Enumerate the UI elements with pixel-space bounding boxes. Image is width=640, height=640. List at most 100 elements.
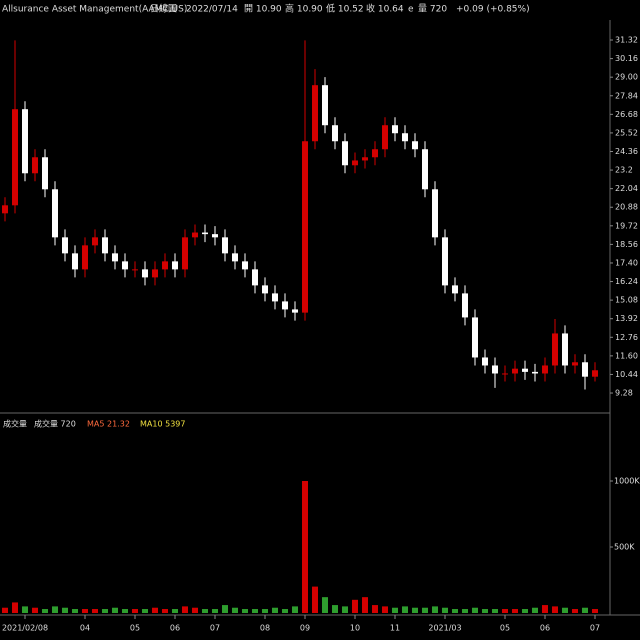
candle-body bbox=[452, 285, 458, 294]
volume-bar bbox=[432, 606, 438, 613]
y-tick-label: 500K bbox=[614, 543, 635, 552]
volume-bar bbox=[472, 607, 478, 613]
candle-body bbox=[12, 109, 18, 206]
x-tick-label: 2021/03 bbox=[428, 624, 461, 633]
volume-bar bbox=[542, 605, 548, 613]
volume-bar bbox=[412, 607, 418, 613]
ma5-legend: MA5 21.32 bbox=[87, 420, 130, 429]
volume-bar bbox=[292, 606, 298, 613]
volume-bar bbox=[482, 609, 488, 613]
candle-body bbox=[222, 237, 228, 254]
candle-body bbox=[402, 133, 408, 142]
y-tick-label: 13.92 bbox=[615, 314, 638, 323]
close: 收 10.64 bbox=[366, 3, 404, 15]
candle-body bbox=[62, 237, 68, 254]
candle-body bbox=[102, 237, 108, 254]
volume-bar bbox=[172, 609, 178, 613]
volume-bar bbox=[582, 607, 588, 613]
candle-body bbox=[422, 149, 428, 190]
volume-bar bbox=[32, 607, 38, 613]
candle-body bbox=[562, 333, 568, 366]
volume-bar bbox=[572, 609, 578, 613]
volume-bar bbox=[452, 609, 458, 613]
candle-body bbox=[322, 85, 328, 126]
y-tick-label: 1000K bbox=[614, 477, 640, 486]
candle-body bbox=[212, 234, 218, 238]
candle-body bbox=[492, 365, 498, 374]
volume-bar bbox=[102, 609, 108, 613]
high: 高 10.90 bbox=[285, 3, 323, 15]
volume-bar bbox=[522, 609, 528, 613]
volume-bar bbox=[312, 586, 318, 613]
volume-bar bbox=[62, 607, 68, 613]
candle-body bbox=[382, 125, 388, 150]
candle-body bbox=[162, 261, 168, 270]
y-tick-label: 17.40 bbox=[615, 258, 638, 267]
candle-body bbox=[582, 362, 588, 377]
volume-bar bbox=[232, 607, 238, 613]
candle-body bbox=[272, 293, 278, 302]
period: 日線圖 bbox=[150, 3, 177, 15]
y-tick-label: 27.84 bbox=[615, 91, 638, 100]
candle-body bbox=[442, 237, 448, 286]
volume-bar bbox=[52, 606, 58, 613]
candle-body bbox=[522, 368, 528, 372]
x-tick-label: 2021/02/08 bbox=[2, 624, 48, 633]
volume-bar bbox=[552, 606, 558, 613]
volume-bar bbox=[222, 605, 228, 613]
candle-body bbox=[202, 232, 208, 235]
volume-bar bbox=[492, 609, 498, 613]
volume-bar bbox=[12, 602, 18, 613]
candle-body bbox=[362, 157, 368, 161]
x-tick-label: 04 bbox=[80, 624, 90, 633]
y-tick-label: 22.04 bbox=[615, 184, 638, 193]
volume-bar bbox=[422, 607, 428, 613]
x-tick-label: 05 bbox=[500, 624, 510, 633]
candle-body bbox=[572, 362, 578, 366]
candle-body bbox=[392, 125, 398, 134]
candle-body bbox=[472, 317, 478, 358]
candle-body bbox=[52, 189, 58, 238]
volume-bar bbox=[342, 606, 348, 613]
volume-bar bbox=[72, 609, 78, 613]
y-tick-label: 30.16 bbox=[615, 54, 638, 63]
volume-bar bbox=[402, 606, 408, 613]
volume-bar bbox=[322, 597, 328, 613]
x-tick-label: 05 bbox=[130, 624, 140, 633]
candle-body bbox=[242, 261, 248, 270]
volume-bar bbox=[112, 607, 118, 613]
volume-bar bbox=[142, 609, 148, 613]
y-tick-label: 10.44 bbox=[615, 370, 638, 379]
candle-body bbox=[32, 157, 38, 174]
volume-bar bbox=[202, 609, 208, 613]
candle-body bbox=[232, 253, 238, 262]
candle-body bbox=[22, 109, 28, 174]
candle-body bbox=[172, 261, 178, 270]
volume-bar bbox=[182, 606, 188, 613]
volume-bar bbox=[272, 607, 278, 613]
x-tick-label: 08 bbox=[260, 624, 270, 633]
flag: e bbox=[408, 5, 414, 15]
volume-pane-name: 成交量 bbox=[3, 419, 27, 429]
candle-body bbox=[342, 141, 348, 166]
x-tick-label: 06 bbox=[170, 624, 180, 633]
volume-bar bbox=[252, 609, 258, 613]
y-tick-label: 26.68 bbox=[615, 110, 638, 119]
volume-bar bbox=[82, 609, 88, 613]
candle-body bbox=[292, 309, 298, 313]
x-tick-label: 09 bbox=[300, 624, 310, 633]
candle-body bbox=[92, 237, 98, 246]
candle-body bbox=[302, 141, 308, 313]
candle-body bbox=[462, 293, 468, 318]
y-tick-label: 25.52 bbox=[615, 128, 638, 137]
stock-title: Allsurance Asset Management(AAMC.US) bbox=[2, 5, 187, 15]
volume-bar bbox=[372, 605, 378, 613]
volume-bar bbox=[282, 609, 288, 613]
candle-body bbox=[432, 189, 438, 238]
volume-bar bbox=[22, 606, 28, 613]
volume-bar bbox=[362, 597, 368, 613]
x-tick-label: 07 bbox=[210, 624, 220, 633]
x-tick-label: 10 bbox=[350, 624, 360, 633]
y-tick-label: 16.24 bbox=[615, 277, 638, 286]
